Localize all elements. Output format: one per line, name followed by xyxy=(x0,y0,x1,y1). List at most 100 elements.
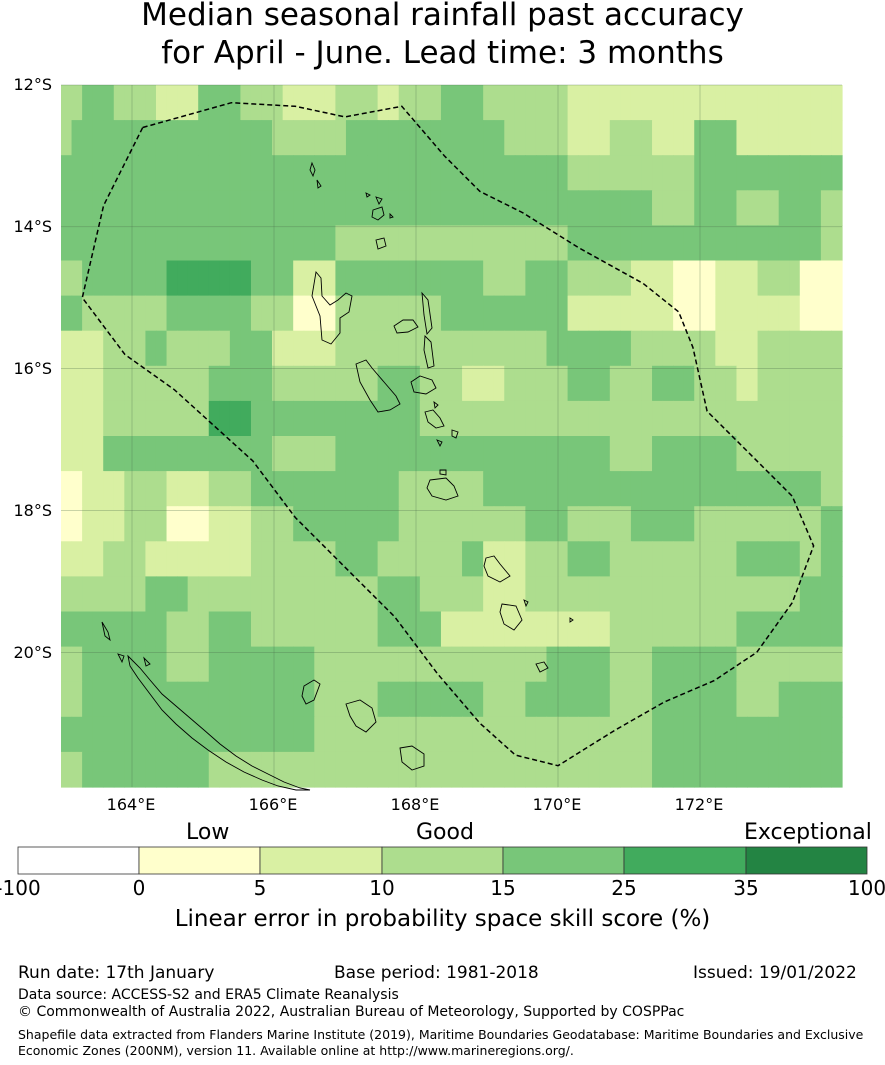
grid-cell xyxy=(124,295,136,332)
grid-cell xyxy=(820,260,833,297)
grid-cell xyxy=(324,611,336,648)
grid-cell xyxy=(567,295,579,332)
grid-cell xyxy=(409,295,421,332)
grid-cell xyxy=(229,330,242,367)
grid-cell xyxy=(831,155,843,191)
grid-cell xyxy=(134,225,147,262)
grid-cell xyxy=(768,576,780,613)
grid-cell xyxy=(451,541,463,577)
grid-cell xyxy=(430,646,442,683)
grid-cell xyxy=(293,681,305,718)
grid-cell xyxy=(451,295,463,332)
grid-cell xyxy=(789,576,801,613)
grid-cell xyxy=(641,716,653,753)
grid-cell xyxy=(747,190,759,226)
grid-cell xyxy=(103,225,115,262)
grid-cell xyxy=(662,611,674,648)
grid-cell xyxy=(768,646,780,683)
grid-cell xyxy=(451,225,463,262)
grid-cell xyxy=(71,471,83,507)
grid-cell xyxy=(314,155,326,191)
grid-cell xyxy=(282,295,294,332)
grid-cell xyxy=(388,716,400,753)
grid-cell xyxy=(261,330,273,367)
grid-cell xyxy=(229,365,242,402)
grid-cell xyxy=(155,225,168,262)
grid-cell xyxy=(683,225,695,262)
grid-cell xyxy=(71,225,83,262)
grid-cell xyxy=(683,506,695,542)
grid-cell xyxy=(134,716,147,753)
grid-cell xyxy=(103,400,115,437)
grid-cell xyxy=(145,85,157,121)
grid-cell xyxy=(124,751,136,788)
grid-cell xyxy=(293,646,305,683)
grid-cell xyxy=(483,751,495,788)
grid-cell xyxy=(483,190,495,226)
grid-cell xyxy=(831,330,843,367)
grid-cell xyxy=(240,681,252,718)
grid-cell xyxy=(652,716,664,753)
grid-cell xyxy=(535,436,548,472)
grid-cell xyxy=(145,120,157,156)
grid-cell xyxy=(71,155,83,191)
grid-cell xyxy=(250,120,263,156)
island-shepherds-2 xyxy=(436,439,443,448)
grid-cell xyxy=(620,506,632,542)
grid-cell xyxy=(683,471,695,507)
grid-cell xyxy=(546,751,558,788)
grid-cell xyxy=(187,190,199,226)
grid-cell xyxy=(113,225,125,262)
island-merelava xyxy=(389,212,394,219)
grid-cell xyxy=(673,506,685,542)
grid-cell xyxy=(345,436,358,472)
grid-cell xyxy=(92,155,104,191)
grid-cell xyxy=(483,155,495,191)
grid-cell xyxy=(272,155,284,191)
grid-cell xyxy=(356,120,368,156)
grid-cell xyxy=(747,611,759,648)
grid-cell xyxy=(747,225,759,262)
grid-cell xyxy=(652,576,664,613)
grid-cell xyxy=(82,541,94,577)
grid-cell xyxy=(303,295,315,332)
grid-cell xyxy=(324,541,336,577)
grid-cell xyxy=(462,716,474,753)
grid-cell xyxy=(240,716,252,753)
grid-cell xyxy=(356,225,368,262)
grid-cell xyxy=(324,681,336,718)
colorbar-tick-minus100: -100 xyxy=(0,876,41,900)
grid-cell xyxy=(398,85,410,121)
grid-cell xyxy=(145,295,157,332)
grid-cell xyxy=(261,365,273,402)
grid-cell xyxy=(641,436,653,472)
grid-cell xyxy=(778,190,790,226)
grid-cell xyxy=(504,85,516,121)
grid-cell xyxy=(641,471,653,507)
grid-cell xyxy=(377,260,389,297)
grid-cell xyxy=(61,190,73,226)
grid-cell xyxy=(567,681,579,718)
grid-cell xyxy=(303,751,315,788)
grid-cell xyxy=(177,365,189,402)
grid-cell xyxy=(398,120,410,156)
grid-cell xyxy=(831,365,843,402)
grid-cell xyxy=(715,155,727,191)
lat-label-14s: 14°S xyxy=(13,217,52,236)
grid-cell xyxy=(641,681,653,718)
grid-cell xyxy=(588,190,600,226)
grid-cell xyxy=(440,295,453,332)
grid-cell xyxy=(82,506,94,542)
grid-cell xyxy=(472,120,484,156)
grid-cell xyxy=(145,436,157,472)
grid-cell xyxy=(652,611,664,648)
grid-cell xyxy=(219,155,231,191)
grid-cell xyxy=(155,400,168,437)
grid-cell xyxy=(588,295,600,332)
grid-cell xyxy=(103,155,115,191)
grid-cell xyxy=(683,365,695,402)
grid-cell xyxy=(82,225,94,262)
grid-cell xyxy=(747,330,759,367)
grid-cell xyxy=(187,716,199,753)
grid-cell xyxy=(388,225,400,262)
